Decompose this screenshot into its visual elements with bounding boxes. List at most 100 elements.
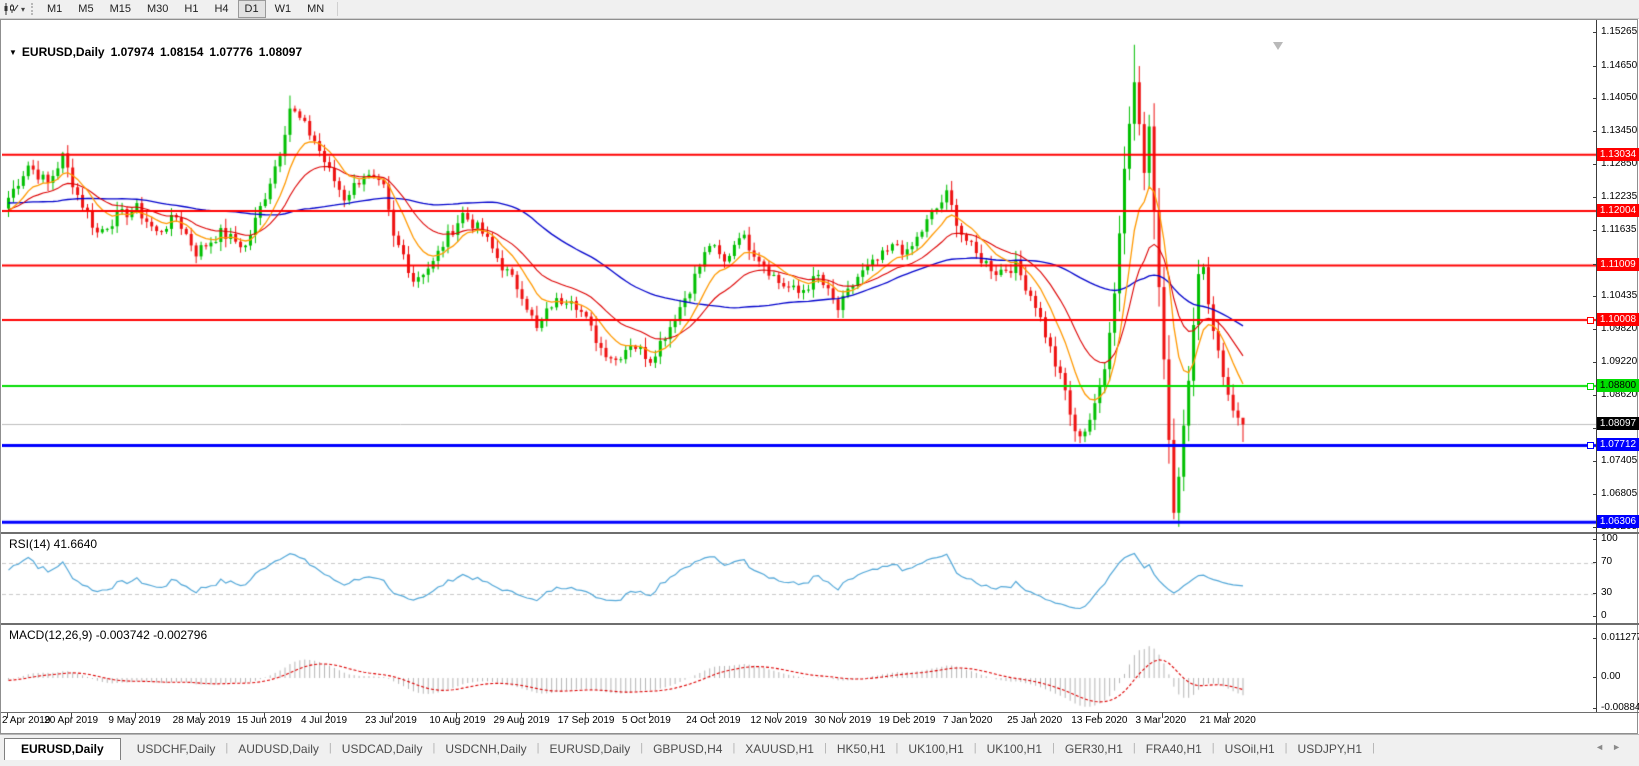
- date-label: 13 Feb 2020: [1071, 715, 1128, 726]
- chart-tab-bar: EURUSD,Daily USDCHF,Daily | AUDUSD,Daily | US…: [0, 734, 1639, 766]
- date-label: 28 May 2019: [172, 715, 231, 726]
- hline-price-label[interactable]: 1.07712: [1597, 438, 1639, 452]
- price-tick-label: 1.11635: [1601, 224, 1637, 236]
- chart-tab-hk50-h1[interactable]: HK50,H1: [836, 742, 886, 756]
- chart-tab-usdcad-daily[interactable]: USDCAD,Daily: [341, 742, 423, 756]
- panel-separator[interactable]: [1, 532, 1639, 534]
- chart-tab-uk100-h1[interactable]: UK100,H1: [908, 742, 964, 756]
- chart-tab-eurusd-daily[interactable]: EURUSD,Daily: [549, 742, 631, 756]
- chart-tab-ger30-h1[interactable]: GER30,H1: [1064, 742, 1123, 756]
- tab-scroll-left-icon[interactable]: ◄: [1595, 742, 1613, 752]
- price-tick-label: 1.14050: [1601, 92, 1638, 104]
- quote-open: 1.07974: [110, 45, 154, 59]
- tab-separator: |: [225, 742, 229, 754]
- chart-tab-xauusd-h1[interactable]: XAUUSD,H1: [745, 742, 814, 756]
- rsi-tick-label: 70: [1601, 556, 1613, 568]
- price-tick-label: 1.06805: [1601, 488, 1638, 499]
- chart-tab-fra40-h1[interactable]: FRA40,H1: [1145, 742, 1202, 756]
- date-tick-mark: [520, 712, 522, 718]
- tab-scroll-arrows[interactable]: ◄►: [1595, 742, 1629, 752]
- rsi-panel-canvas[interactable]: [2, 534, 1596, 623]
- rsi-tick-mark: [1593, 562, 1597, 564]
- date-tick-mark: [905, 712, 907, 718]
- date-tick-mark: [135, 712, 137, 718]
- price-tick-mark: [1593, 32, 1597, 33]
- price-tick-label: 1.07405: [1601, 455, 1638, 467]
- tab-separator: |: [432, 742, 436, 754]
- tab-scroll-right-icon[interactable]: ►: [1612, 742, 1629, 752]
- tab-separator: |: [732, 742, 736, 754]
- main-chart-canvas[interactable]: [2, 40, 1596, 551]
- hline-price-label[interactable]: 1.12004: [1597, 204, 1639, 218]
- date-tick-mark: [969, 712, 971, 718]
- hline-drag-handle[interactable]: [1587, 442, 1594, 450]
- timeframe-button-m30[interactable]: M30: [146, 3, 169, 15]
- date-tick-mark: [263, 712, 265, 718]
- timeframe-button-m15[interactable]: M15: [109, 3, 131, 15]
- rsi-tick-mark: [1593, 539, 1597, 540]
- chart-symbol: EURUSD,Daily: [21, 45, 105, 59]
- timeframe-button-m5[interactable]: M5: [78, 3, 94, 15]
- tab-separator: |: [536, 742, 540, 754]
- date-label: 10 Aug 2019: [429, 715, 486, 726]
- timeframe-button-h4[interactable]: H4: [214, 3, 229, 15]
- price-tick-mark: [1593, 526, 1597, 528]
- price-tick-label: 1.08620: [1601, 388, 1638, 400]
- macd-tick-mark: [1593, 707, 1597, 709]
- date-tick-mark: [841, 712, 843, 718]
- chart-tab-usoil-h1[interactable]: USOil,H1: [1224, 742, 1275, 756]
- macd-label: MACD(12,26,9) -0.003742 -0.002796: [9, 628, 208, 642]
- price-tick-label: 1.13450: [1601, 125, 1638, 137]
- chart-tab-usdcnh-daily[interactable]: USDCNH,Daily: [445, 742, 527, 756]
- timeframe-button-d1[interactable]: D1: [237, 0, 266, 18]
- hline-price-label[interactable]: 1.06306: [1597, 515, 1639, 529]
- hline-price-label[interactable]: 1.13034: [1597, 147, 1639, 161]
- hline-price-label[interactable]: 1.08800: [1597, 379, 1639, 393]
- chart-tab-uk100-h1[interactable]: UK100,H1: [986, 742, 1043, 756]
- timeframe-buttons: M1 M5 M15 M30 H1 H4 D1 W1 MN: [39, 0, 332, 18]
- date-label: 7 Jan 2020: [942, 715, 993, 726]
- chart-tab-audusd-daily[interactable]: AUDUSD,Daily: [238, 742, 319, 756]
- chart-tab-usdjpy-h1[interactable]: USDJPY,H1: [1297, 742, 1363, 756]
- date-label: 19 Dec 2019: [878, 715, 936, 726]
- date-tick-mark: [648, 712, 650, 718]
- collapse-chart-icon[interactable]: ▼: [9, 48, 17, 57]
- timeframe-button-h1[interactable]: H1: [184, 3, 199, 15]
- price-tick-mark: [1593, 98, 1597, 100]
- hline-price-label[interactable]: 1.10008: [1597, 313, 1639, 327]
- date-label: 20 Apr 2019: [44, 715, 99, 726]
- chart-tab-gbpusd-h4[interactable]: GBPUSD,H4: [653, 742, 723, 756]
- hline-drag-handle[interactable]: [1587, 317, 1594, 325]
- quote-high: 1.08154: [160, 45, 204, 59]
- chart-tab-eurusd-daily[interactable]: EURUSD,Daily: [4, 738, 121, 760]
- chart-shift-marker-icon[interactable]: [1273, 42, 1283, 50]
- date-tick-mark: [199, 712, 201, 718]
- price-tick-label: 1.12850: [1601, 157, 1638, 169]
- chart-type-icon[interactable]: [3, 2, 19, 16]
- rsi-tick-mark: [1593, 616, 1597, 617]
- price-tick-mark: [1593, 427, 1597, 429]
- date-label: 15 Jun 2019: [236, 715, 292, 726]
- date-label: 12 Nov 2019: [750, 715, 808, 726]
- date-label: 2 Apr 2019: [2, 715, 51, 726]
- date-label: 21 Mar 2020: [1199, 715, 1256, 726]
- hline-price-label[interactable]: 1.11009: [1597, 258, 1639, 272]
- date-label: 5 Oct 2019: [621, 715, 671, 726]
- hline-drag-handle[interactable]: [1587, 383, 1594, 391]
- chart-type-dropdown-icon[interactable]: ▾: [21, 4, 26, 14]
- price-tick-mark: [1593, 494, 1597, 495]
- panel-separator[interactable]: [1, 623, 1639, 625]
- timeframe-button-mn[interactable]: MN: [307, 3, 325, 15]
- toolbar-grip: [31, 3, 34, 15]
- quote-low: 1.07776: [209, 45, 253, 59]
- macd-panel-canvas[interactable]: [2, 625, 1596, 713]
- rsi-tick-label: 0: [1601, 610, 1607, 621]
- chart-tab-usdchf-daily[interactable]: USDCHF,Daily: [136, 742, 216, 756]
- date-label: 17 Sep 2019: [557, 715, 615, 726]
- price-tick-mark: [1593, 394, 1597, 396]
- tab-separator: |: [973, 742, 977, 754]
- price-tick-mark: [1593, 329, 1597, 331]
- timeframe-button-w1[interactable]: W1: [274, 3, 292, 15]
- timeframe-button-m1[interactable]: M1: [47, 3, 63, 15]
